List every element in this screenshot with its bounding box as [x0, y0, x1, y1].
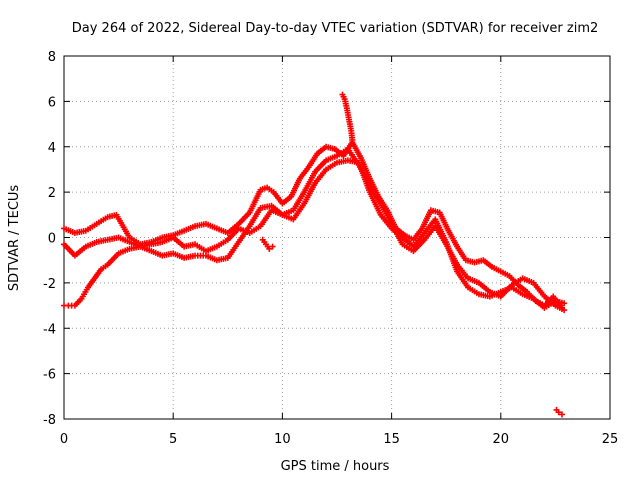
y-tick-label: -8 — [43, 413, 56, 428]
data-point — [558, 411, 565, 418]
data-point — [561, 300, 568, 307]
x-tick-label: 15 — [383, 432, 400, 447]
y-tick-label: -4 — [43, 322, 56, 337]
y-tick-label: 8 — [48, 50, 56, 65]
chart-title: Day 264 of 2022, Sidereal Day-to-day VTE… — [72, 21, 599, 36]
x-tick-label: 0 — [60, 432, 68, 447]
plot-frame — [63, 55, 611, 420]
y-tick-label: 6 — [48, 95, 56, 110]
y-tick-label: -6 — [43, 368, 56, 383]
data-point — [269, 243, 276, 250]
y-tick-label: -2 — [43, 277, 56, 292]
x-tick-label: 10 — [274, 432, 291, 447]
x-tick-label: 20 — [493, 432, 510, 447]
x-tick-label: 5 — [169, 432, 177, 447]
y-tick-label: 4 — [48, 141, 56, 156]
data-point — [555, 409, 562, 416]
ticks: 0 5 10 15 20 25 -8 -6 -4 -2 0 2 4 6 8 — [43, 50, 618, 447]
data-points — [61, 91, 568, 418]
x-tick-label: 25 — [602, 432, 619, 447]
data-point — [349, 136, 356, 143]
y-tick-label: 2 — [48, 186, 56, 201]
y-axis-label: SDTVAR / TECUs — [7, 185, 22, 292]
x-axis-label: GPS time / hours — [281, 459, 390, 474]
data-point — [266, 245, 273, 252]
y-tick-label: 0 — [48, 232, 56, 247]
grid — [64, 56, 610, 419]
data-point — [561, 307, 568, 314]
